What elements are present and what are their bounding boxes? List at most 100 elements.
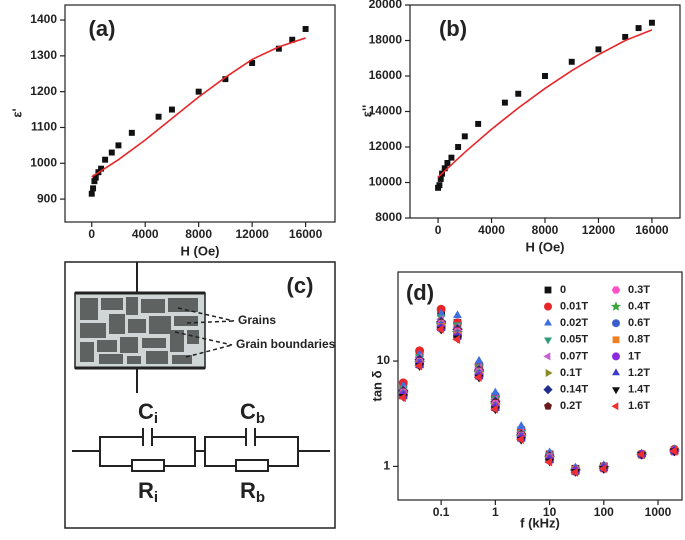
- marker: [570, 467, 579, 477]
- marker: [544, 457, 553, 467]
- marker: [490, 404, 498, 414]
- marker: [501, 99, 508, 106]
- y-tick-label: 1400: [30, 12, 57, 26]
- y-axis-label: ε': [9, 108, 24, 117]
- legend-marker: [544, 286, 552, 294]
- symbol: R: [240, 478, 256, 503]
- legend-marker: [611, 402, 619, 411]
- x-axis-label: H (Oe): [181, 243, 220, 258]
- x-tick-label: 4000: [132, 227, 159, 241]
- x-tick-label: 12000: [235, 227, 269, 241]
- x-tick-label: 0: [435, 223, 442, 237]
- legend-entry: 1.4T: [628, 384, 650, 396]
- marker: [452, 335, 461, 345]
- marker: [515, 90, 522, 97]
- legend-entry: 0.2T: [560, 400, 582, 412]
- marker: [289, 36, 296, 43]
- legend-entry: 0.1T: [560, 367, 582, 379]
- marker: [249, 60, 256, 66]
- marker: [128, 129, 135, 136]
- marker: [648, 19, 655, 26]
- legend-marker: [612, 319, 620, 328]
- marker: [441, 165, 448, 172]
- y-tick-label: 1100: [31, 120, 57, 134]
- y-tick-label: 1: [383, 459, 390, 473]
- chart: 0 4000 8000 12000 16000 8000 10000 12000 14000 16…: [359, 0, 681, 254]
- x-tick-label: 100: [594, 505, 614, 519]
- subscript: b: [256, 489, 265, 506]
- plot-frame: [64, 4, 336, 223]
- grains: [80, 297, 199, 364]
- y-tick-label: 1300: [30, 48, 57, 62]
- marker: [302, 26, 309, 32]
- circuit: [72, 428, 330, 472]
- marker: [92, 174, 99, 181]
- marker: [568, 58, 575, 65]
- marker: [435, 324, 444, 334]
- symbol: C: [240, 399, 256, 424]
- marker: [474, 355, 484, 364]
- legend-marker: [544, 318, 552, 326]
- x-axis-label: f (kHz): [520, 515, 560, 530]
- marker: [444, 160, 451, 166]
- panel-label: (d): [406, 280, 434, 305]
- marker: [398, 393, 406, 403]
- legend-entry: 1.2T: [628, 367, 650, 379]
- legend-marker: [611, 301, 621, 311]
- x-tick-label: 10: [543, 505, 557, 519]
- marker: [88, 190, 95, 197]
- component-label: Ri: [138, 478, 158, 506]
- legend-entry: 1.6T: [628, 400, 650, 412]
- legend-entry: 0.14T: [560, 384, 588, 396]
- y-tick-label: 900: [37, 191, 57, 205]
- legend-entry: 0.01T: [560, 301, 588, 313]
- legend-entry: 0.3T: [628, 284, 650, 296]
- marker: [598, 464, 607, 474]
- legend-marker: [544, 402, 552, 410]
- y-tick-label: 18000: [369, 33, 403, 47]
- fit-line: [91, 37, 306, 178]
- marker: [436, 308, 446, 317]
- subscript: i: [154, 489, 158, 506]
- x-tick-label: 0.1: [433, 505, 450, 519]
- y-tick-label: 16000: [369, 68, 403, 82]
- y-axis-label: tan δ: [369, 370, 384, 401]
- marker: [195, 88, 202, 95]
- annotation: Grain boundaries: [236, 337, 336, 351]
- marker: [115, 142, 122, 149]
- legend-marker: [612, 336, 620, 344]
- y-tick-label: 10: [377, 353, 391, 367]
- marker: [490, 387, 500, 396]
- y-axis-label: ε'': [359, 105, 374, 117]
- legend-entry: 0.02T: [560, 317, 588, 329]
- marker: [108, 149, 115, 156]
- marker: [473, 372, 482, 382]
- plot-frame: [397, 271, 683, 501]
- x-tick-label: 8000: [532, 223, 559, 237]
- legend-entry: 0.6T: [628, 317, 650, 329]
- legend-marker: [611, 286, 621, 294]
- marker: [516, 435, 524, 444]
- component-label: Rb: [240, 478, 265, 506]
- y-tick-label: 14000: [369, 104, 403, 118]
- legend-entry: 0: [560, 284, 566, 296]
- marker: [636, 449, 645, 459]
- marker: [622, 33, 629, 40]
- pointer-arrows: [174, 307, 235, 358]
- marker: [275, 45, 282, 52]
- y-tick-label: 8000: [375, 210, 402, 224]
- legend-marker: [612, 387, 620, 395]
- marker: [102, 156, 109, 163]
- marker: [437, 175, 444, 182]
- x-tick-label: 1: [492, 505, 499, 519]
- chart: 0 4000 8000 12000 16000 900 1000 1100 1200 1300 14…: [9, 4, 336, 258]
- x-tick-label: 16000: [635, 223, 669, 237]
- marker: [542, 73, 548, 79]
- annotation: Grains: [238, 313, 276, 327]
- legend-entry: 0.8T: [628, 334, 650, 346]
- panel-c: (c) Grains Grain boundaries Ci Ri Cb: [64, 261, 336, 529]
- y-tick-label: 1000: [30, 155, 57, 169]
- marker: [516, 421, 526, 429]
- legend-entry: 0.07T: [560, 350, 588, 362]
